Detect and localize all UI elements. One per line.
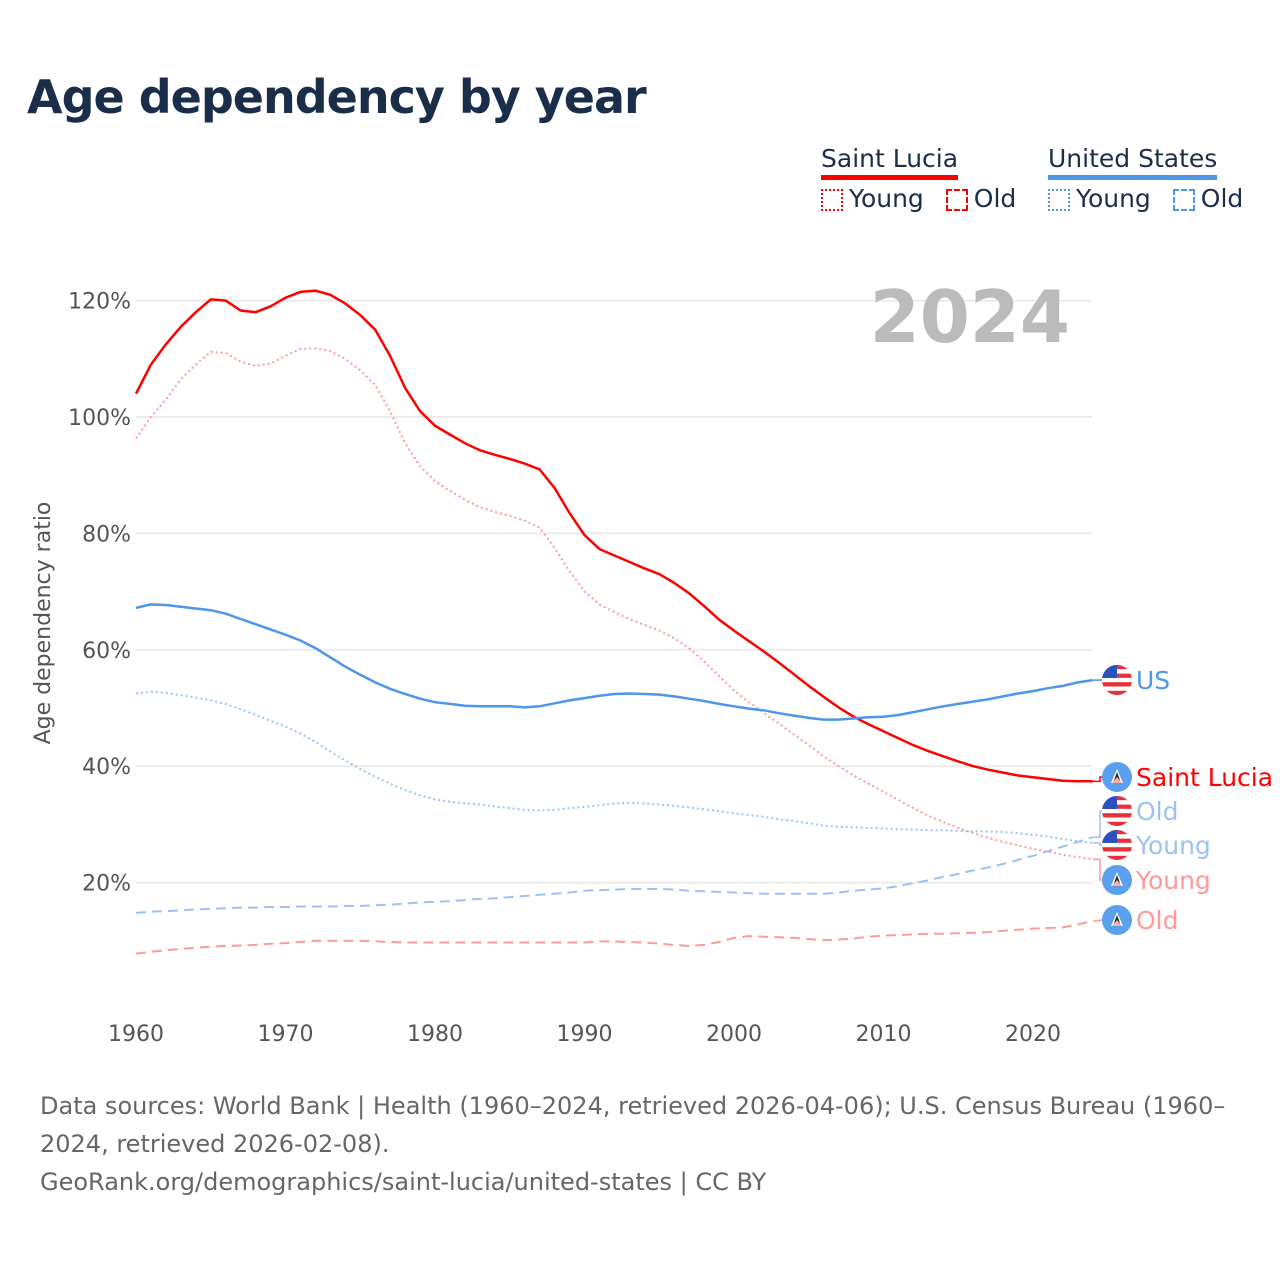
legend-swatch-dashed [945,189,968,211]
x-tick-label: 1960 [108,1022,164,1047]
legend-title: United States [1048,144,1218,180]
saint-lucia-flag-icon [1102,762,1132,792]
x-tick-label: 2020 [1005,1022,1061,1047]
x-tick-label: 2010 [856,1022,912,1047]
series-line-saint-lucia[interactable] [134,289,1093,783]
x-tick-label: 2000 [706,1022,762,1047]
series-line-united-states-young[interactable] [135,690,1093,844]
x-tick-label: 1970 [258,1022,314,1047]
y-tick-label: 100% [68,406,131,431]
legend-label: Young [1076,184,1151,213]
united-states-flag-icon [1102,830,1132,860]
legend-label: Old [1200,184,1244,213]
legend-group-united-states[interactable]: United States Young Old [1048,144,1243,213]
saint-lucia-flag-icon [1102,865,1132,895]
series-line-saint-lucia-old[interactable] [135,920,1094,955]
legend-swatch-dotted [1048,189,1070,211]
y-tick-label: 80% [82,522,131,547]
end-label: Saint Lucia [1136,763,1273,792]
source-link[interactable]: GeoRank.org/demographics/saint-lucia/uni… [40,1168,673,1196]
year-watermark: 2024 [870,275,1070,359]
legend-swatch-dashed [1172,189,1195,211]
plot-area: 20% 40% 60% 80% 100% 120% 1960 1970 1980 1990 2000… [31,275,1273,1047]
y-tick-label: 120% [68,290,131,315]
legend-swatch-dotted [821,189,843,211]
series-line-united-states-old[interactable] [135,836,1094,914]
y-tick-label: 60% [82,639,131,664]
x-tick-label: 1990 [557,1022,613,1047]
label-connector [1093,810,1104,838]
y-tick-label: 20% [82,872,131,897]
data-sources: Data sources: World Bank | Health (1960–… [40,1092,1226,1158]
end-label: US [1136,666,1170,695]
footer: Data sources: World Bank | Health (1960–… [40,1087,1250,1201]
chart-title: Age dependency by year [27,70,647,124]
license: CC BY [695,1168,767,1196]
saint-lucia-flag-icon [1102,905,1132,935]
legend-title: Saint Lucia [821,144,959,180]
y-axis-label: Age dependency ratio [31,502,56,745]
united-states-flag-icon [1102,796,1132,826]
end-label: Old [1136,797,1179,826]
legend-label: Young [849,184,924,213]
series-line-saint-lucia-young[interactable] [135,347,1093,861]
end-label: Young [1135,866,1211,895]
end-label: Young [1135,831,1211,860]
x-tick-label: 1980 [407,1022,463,1047]
end-label: Old [1136,906,1179,935]
series-line-united-states[interactable] [135,603,1093,721]
legend-label: Old [973,184,1017,213]
y-tick-label: 40% [82,755,131,780]
legend-group-saint-lucia[interactable]: Saint Lucia Young Old [821,144,1016,213]
united-states-flag-icon [1102,665,1132,695]
